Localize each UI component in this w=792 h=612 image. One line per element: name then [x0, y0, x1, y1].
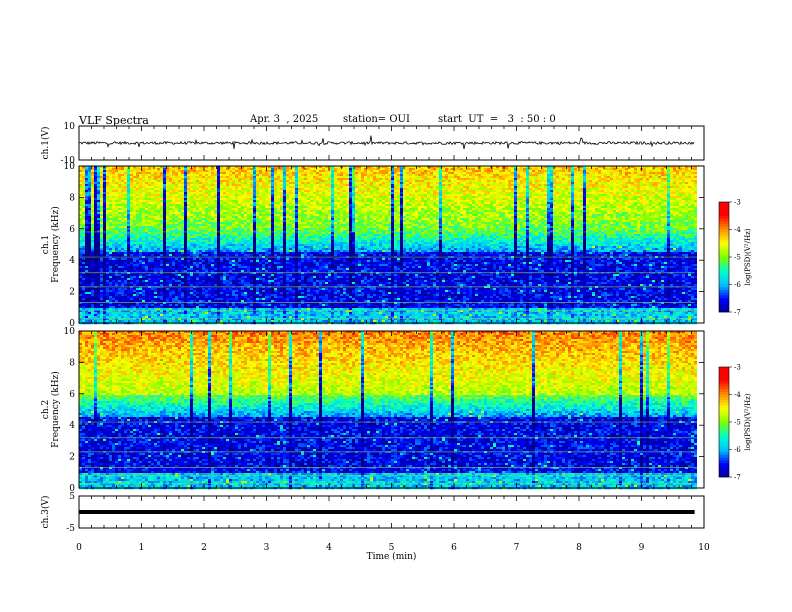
- colorbar-tick-label: -4: [734, 226, 741, 234]
- x-tick-label: 4: [326, 543, 332, 553]
- colorbar-tick-label: -5: [734, 254, 741, 262]
- y-axis-label: ch.1: [41, 235, 51, 254]
- y-tick-label: 6: [69, 390, 75, 400]
- y-tick-label: 5: [69, 492, 75, 502]
- colorbar-tick-label: -3: [734, 364, 741, 372]
- colorbar-label: log(PSD)(V²/Hz): [744, 393, 752, 450]
- colorbar-tick-label: -7: [734, 474, 741, 482]
- spectrogram-ch2-cells: [79, 331, 697, 489]
- y-axis-label: ch.1(V): [40, 127, 51, 160]
- y-axis-label: Frequency (kHz): [50, 206, 61, 283]
- y-tick-label: 10: [64, 122, 76, 132]
- colorbar-ch2: [719, 367, 729, 477]
- x-tick-label: 10: [698, 543, 710, 553]
- y-tick-label: 2: [69, 288, 75, 298]
- x-tick-label: 3: [264, 543, 270, 553]
- y-tick-label: 8: [69, 358, 75, 368]
- x-tick-label: 1: [139, 543, 145, 553]
- colorbar-tick-label: -6: [734, 446, 741, 454]
- ch1-waveform-trace: [79, 136, 694, 149]
- colorbar-label: log(PSD)(V²/Hz): [744, 228, 752, 285]
- y-tick-label: 10: [64, 162, 76, 172]
- x-tick-label: 0: [76, 543, 82, 553]
- colorbar-tick-label: -7: [734, 309, 741, 317]
- y-tick-label: 2: [69, 453, 75, 463]
- x-axis-label: Time (min): [367, 551, 417, 562]
- spectrogram-ch1-cells: [79, 166, 697, 324]
- colorbar-tick-label: -6: [734, 281, 741, 289]
- y-axis-label: ch.3(V): [40, 496, 51, 529]
- colorbar-tick-label: -4: [734, 391, 741, 399]
- y-tick-label: 8: [69, 193, 75, 203]
- y-axis-label: Frequency (kHz): [50, 371, 61, 448]
- y-tick-label: 4: [69, 256, 75, 266]
- colorbar-tick-label: -3: [734, 199, 741, 207]
- y-tick-label: -5: [66, 524, 75, 534]
- y-tick-label: 4: [69, 421, 75, 431]
- y-tick-label: 10: [64, 327, 76, 337]
- colorbar-ch1: [719, 202, 729, 312]
- colorbar-tick-label: -5: [734, 419, 741, 427]
- x-tick-label: 8: [576, 543, 582, 553]
- y-tick-label: 6: [69, 225, 75, 235]
- x-tick-label: 2: [201, 543, 207, 553]
- x-tick-label: 9: [639, 543, 645, 553]
- x-tick-label: 7: [514, 543, 520, 553]
- x-tick-label: 6: [451, 543, 457, 553]
- y-axis-label: ch.2: [41, 400, 51, 419]
